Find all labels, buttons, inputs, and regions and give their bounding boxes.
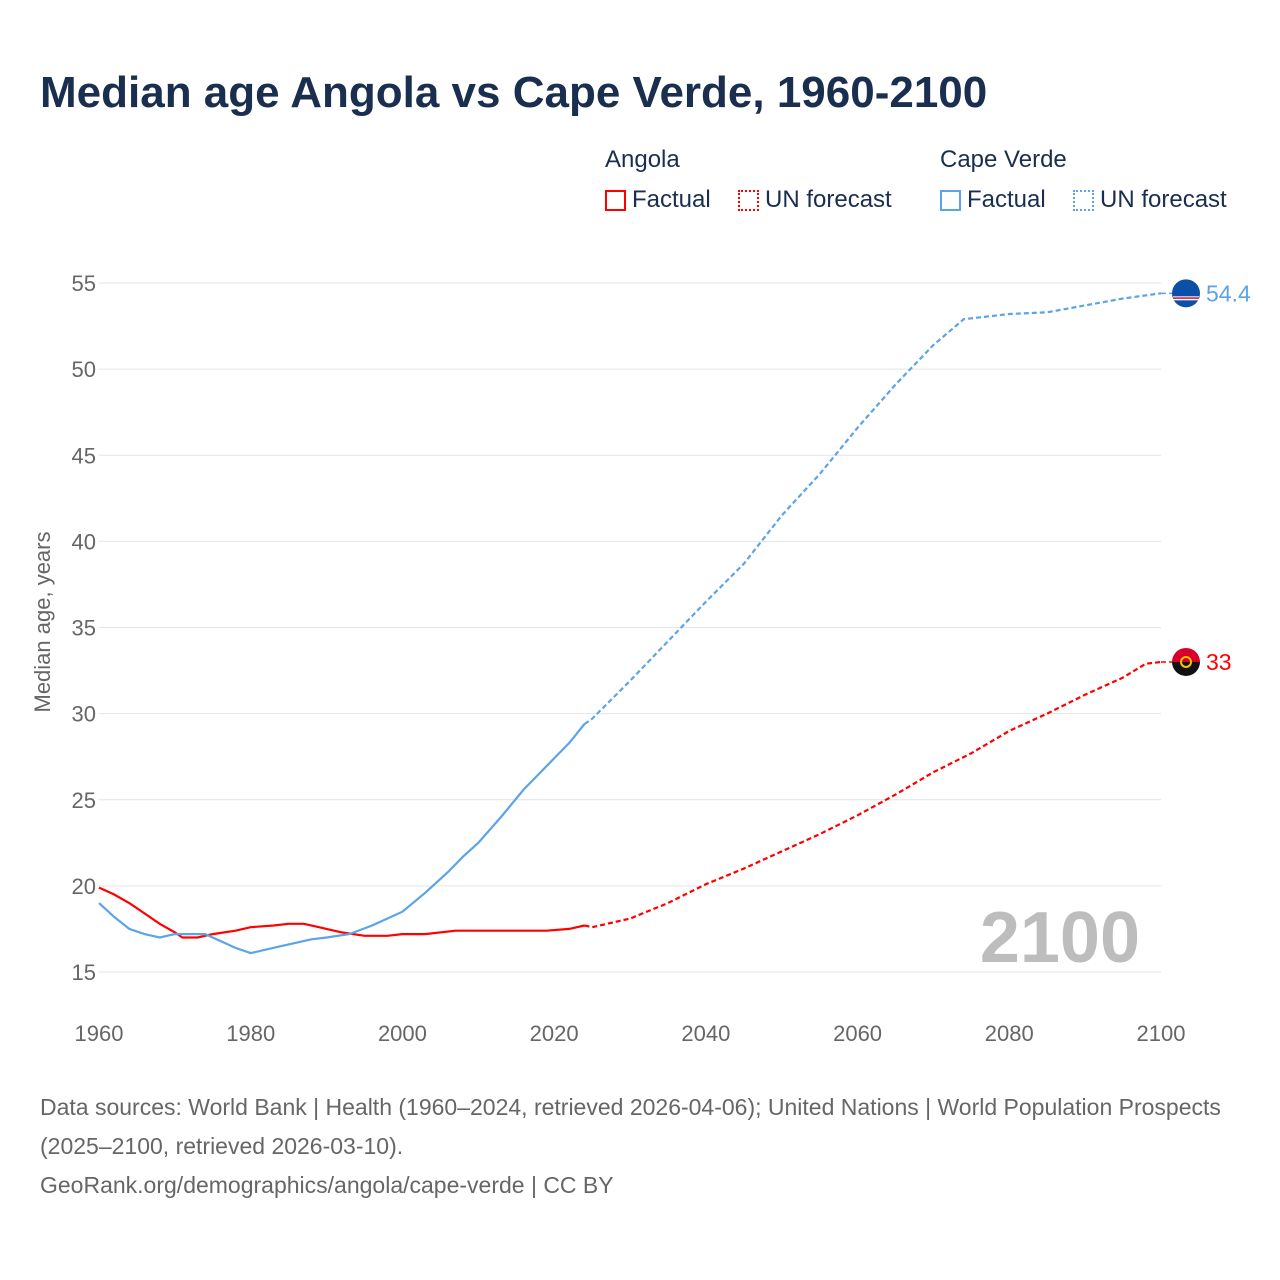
y-axis-label: Median age, years (30, 532, 55, 713)
y-tick-label: 20 (72, 874, 96, 899)
chart-title: Median age Angola vs Cape Verde, 1960-21… (40, 68, 988, 117)
x-tick-label: 2000 (378, 1021, 427, 1046)
legend-label: Factual (632, 186, 711, 213)
legend-cape-verde-heading: Cape Verde (940, 146, 1067, 173)
series-line-factual-1 (98, 723, 586, 955)
y-tick-label: 30 (72, 702, 96, 727)
y-tick-label: 50 (72, 357, 96, 382)
legend-cape-verde-forecast[interactable]: UN forecast (1073, 186, 1227, 214)
cape-verde-flag-icon (1172, 279, 1200, 308)
end-value-label: 33 (1206, 649, 1232, 675)
x-tick-label: 1980 (226, 1021, 275, 1046)
angola-flag-icon (1172, 661, 1200, 676)
x-tick-label: 2020 (530, 1021, 579, 1046)
x-tick-label: 2080 (985, 1021, 1034, 1046)
end-value-label: 54.4 (1206, 280, 1251, 306)
year-watermark: 2100 (980, 898, 1140, 978)
series-line-forecast-1 (583, 292, 1162, 725)
series-line-forecast-0 (584, 660, 1162, 929)
legend-cape-verde-factual[interactable]: Factual (940, 186, 1046, 214)
swatch-solid-icon (605, 189, 626, 211)
legend-label: UN forecast (1100, 186, 1227, 213)
legend-angola-factual[interactable]: Factual (605, 186, 711, 214)
y-tick-label: 40 (72, 529, 96, 554)
data-sources: Data sources: World Bank | Health (1960–… (40, 1094, 1221, 1159)
y-tick-label: 15 (72, 960, 96, 985)
y-tick-label: 55 (72, 271, 96, 296)
x-tick-label: 2040 (681, 1021, 730, 1046)
x-tick-label: 2100 (1137, 1021, 1186, 1046)
x-tick-label: 1960 (75, 1021, 124, 1046)
angola-emblem-icon (1180, 655, 1192, 668)
footer: Data sources: World Bank | Health (1960–… (40, 1088, 1240, 1205)
legend-angola-forecast[interactable]: UN forecast (738, 186, 892, 214)
angola-flag-icon (1172, 647, 1200, 662)
legend-label: Factual (967, 186, 1046, 213)
swatch-solid-icon (940, 189, 961, 211)
y-tick-label: 25 (72, 788, 96, 813)
swatch-dotted-icon (738, 189, 759, 211)
x-tick-label: 2060 (833, 1021, 882, 1046)
flag-stripe (1173, 297, 1199, 299)
legend-label: UN forecast (765, 186, 892, 213)
series-line-factual-0 (98, 886, 585, 939)
y-tick-label: 35 (72, 616, 96, 641)
swatch-dotted-icon (1073, 189, 1094, 211)
legend-angola-heading: Angola (605, 146, 680, 173)
attribution: GeoRank.org/demographics/angola/cape-ver… (40, 1172, 614, 1198)
y-tick-label: 45 (72, 443, 96, 468)
